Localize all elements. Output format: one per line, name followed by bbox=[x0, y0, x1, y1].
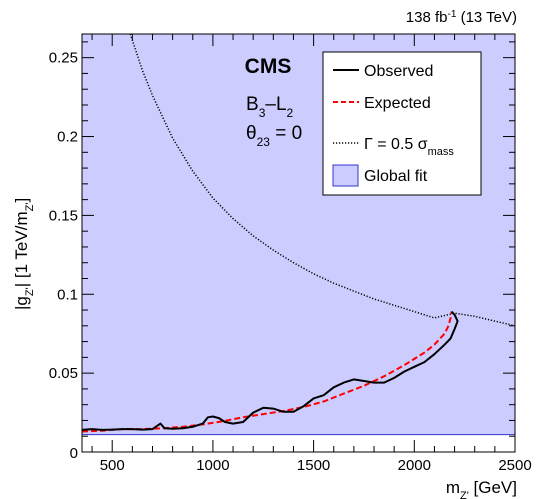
x-tick-label: 1500 bbox=[297, 457, 330, 474]
expected-limit-series bbox=[81, 311, 453, 433]
y-tick-label: 0.2 bbox=[57, 129, 78, 146]
legend-observed-label: Observed bbox=[364, 63, 433, 80]
observed-limit-series bbox=[81, 310, 459, 431]
y-tick-label: 0.15 bbox=[49, 207, 78, 224]
legend-fit-label: Global fit bbox=[364, 168, 428, 185]
axis-ticks: 500 1000 1500 2000 2500 0.05 0.1 0.15 0.2 0.25 0 bbox=[49, 34, 532, 474]
legend-width-label: Γ = 0.5 σmass bbox=[364, 136, 454, 158]
x-tick-label: 2000 bbox=[398, 457, 431, 474]
lumi-label: 138 fb-1 (13 TeV) bbox=[406, 9, 517, 27]
theta-label: θ23 = 0 bbox=[246, 123, 302, 149]
y-tick-label: 0.1 bbox=[57, 286, 78, 303]
y-axis-title: |gZ'| [1 TeV/mZ'] bbox=[12, 198, 36, 310]
x-axis-title: mZ' [GeV] bbox=[446, 478, 517, 499]
x-tick-label: 1000 bbox=[196, 457, 229, 474]
x-tick-label: 500 bbox=[100, 457, 125, 474]
y-tick-label: 0.05 bbox=[49, 365, 78, 382]
experiment-label: CMS bbox=[245, 55, 292, 78]
y-tick-label: 0.25 bbox=[49, 50, 78, 67]
model-label: B3–L2 bbox=[246, 94, 294, 120]
x-tick-label: 2500 bbox=[498, 457, 531, 474]
width-curve-series bbox=[129, 33, 516, 327]
legend-fit-swatch bbox=[332, 164, 359, 187]
plot-frame bbox=[81, 33, 516, 453]
y-tick-label-zero: 0 bbox=[70, 445, 78, 462]
legend-expected-label: Expected bbox=[364, 95, 431, 112]
